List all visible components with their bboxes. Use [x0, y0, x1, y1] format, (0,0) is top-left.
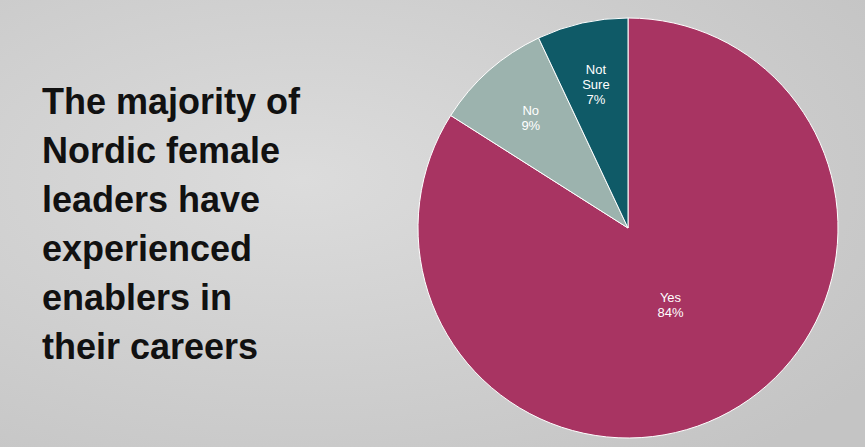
- title-line: experienced: [42, 228, 252, 269]
- slice-category-line: Yes: [660, 290, 682, 305]
- title-line: Nordic female: [42, 130, 280, 171]
- chart: The majority of Nordic female leaders have…: [0, 0, 865, 447]
- slice-value-label: 7%: [587, 92, 606, 107]
- slice-value-label: 9%: [521, 118, 540, 133]
- slice-category: NotSure: [582, 62, 609, 92]
- pie: Yes84% No9% NotSure7%: [418, 18, 838, 438]
- title: The majority of Nordic female leaders have…: [42, 81, 301, 367]
- title-line: their careers: [42, 326, 258, 367]
- title-line: The majority of: [42, 81, 301, 122]
- title-line: enablers in: [42, 277, 232, 318]
- slice-category: Yes: [660, 290, 682, 305]
- background: [0, 0, 865, 447]
- slice-category-line: Sure: [582, 77, 609, 92]
- slice-category: No: [522, 103, 539, 118]
- slice-value-label: 84%: [657, 305, 683, 320]
- slice-category-line: No: [522, 103, 539, 118]
- slice: [539, 18, 628, 228]
- title-line: leaders have: [42, 179, 260, 220]
- slice-category-line: Not: [586, 62, 607, 77]
- slice: [418, 18, 838, 438]
